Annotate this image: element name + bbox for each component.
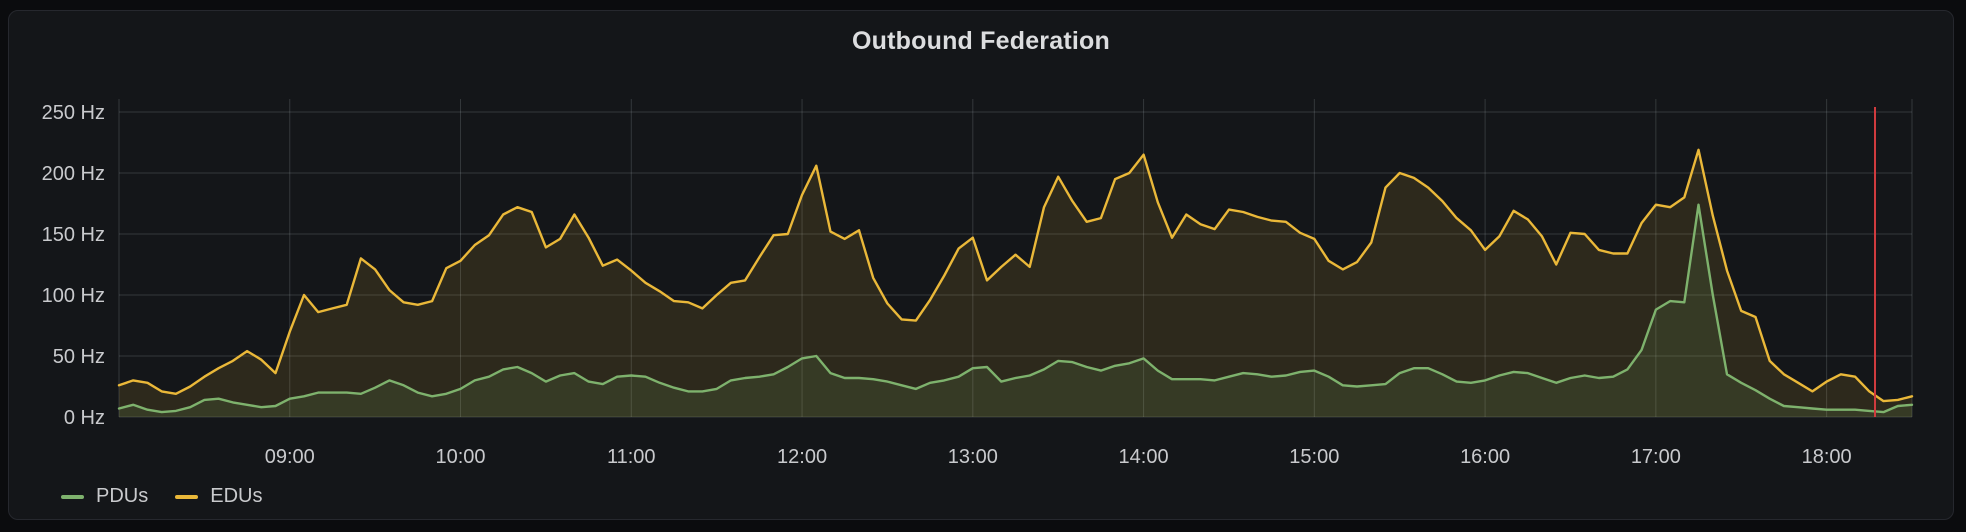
pdus-series-label: PDUs	[96, 485, 149, 507]
x-axis-tick-label: 09:00	[265, 446, 315, 468]
series-edus-line	[117, 148, 1914, 403]
y-axis-tick-label: 0 Hz	[64, 407, 105, 429]
outbound-federation-panel: Outbound Federation 0 Hz 50 Hz 100 Hz 150 H…	[8, 10, 1954, 520]
x-axis-tick-label: 14:00	[1119, 446, 1169, 468]
time-series-chart[interactable]: 0 Hz 50 Hz 100 Hz 150 Hz 200 Hz 250 Hz 09:00 10…	[9, 11, 1966, 532]
x-axis-tick-label: 13:00	[948, 446, 998, 468]
y-axis-tick-label: 200 Hz	[42, 163, 105, 185]
series-pdus-line	[117, 203, 1914, 414]
x-axis-tick-label: 10:00	[435, 446, 485, 468]
y-axis-tick-label: 50 Hz	[53, 346, 105, 368]
x-axis-tick-label: 17:00	[1631, 446, 1681, 468]
y-axis-tick-label: 150 Hz	[42, 224, 105, 246]
x-axis-tick-label: 16:00	[1460, 446, 1510, 468]
pdus-series-marker	[61, 494, 84, 499]
panel-title[interactable]: Outbound Federation	[852, 27, 1110, 55]
x-axis-tick-label: 18:00	[1802, 446, 1852, 468]
edus-series-label: EDUs	[210, 485, 263, 507]
series-pdus-area	[119, 204, 1912, 417]
y-axis-tick-label: 250 Hz	[42, 102, 105, 124]
x-axis-tick-label: 12:00	[777, 446, 827, 468]
legend: PDUs EDUs	[61, 485, 262, 508]
legend-item-pdus[interactable]: PDUs	[61, 485, 148, 508]
legend-item-edus[interactable]: EDUs	[175, 485, 262, 508]
series-edus-area	[119, 149, 1912, 418]
y-axis-tick-label: 100 Hz	[42, 285, 105, 307]
edus-series-marker	[175, 494, 199, 499]
x-axis-tick-label: 15:00	[1289, 446, 1339, 468]
x-axis-tick-label: 11:00	[607, 446, 656, 468]
